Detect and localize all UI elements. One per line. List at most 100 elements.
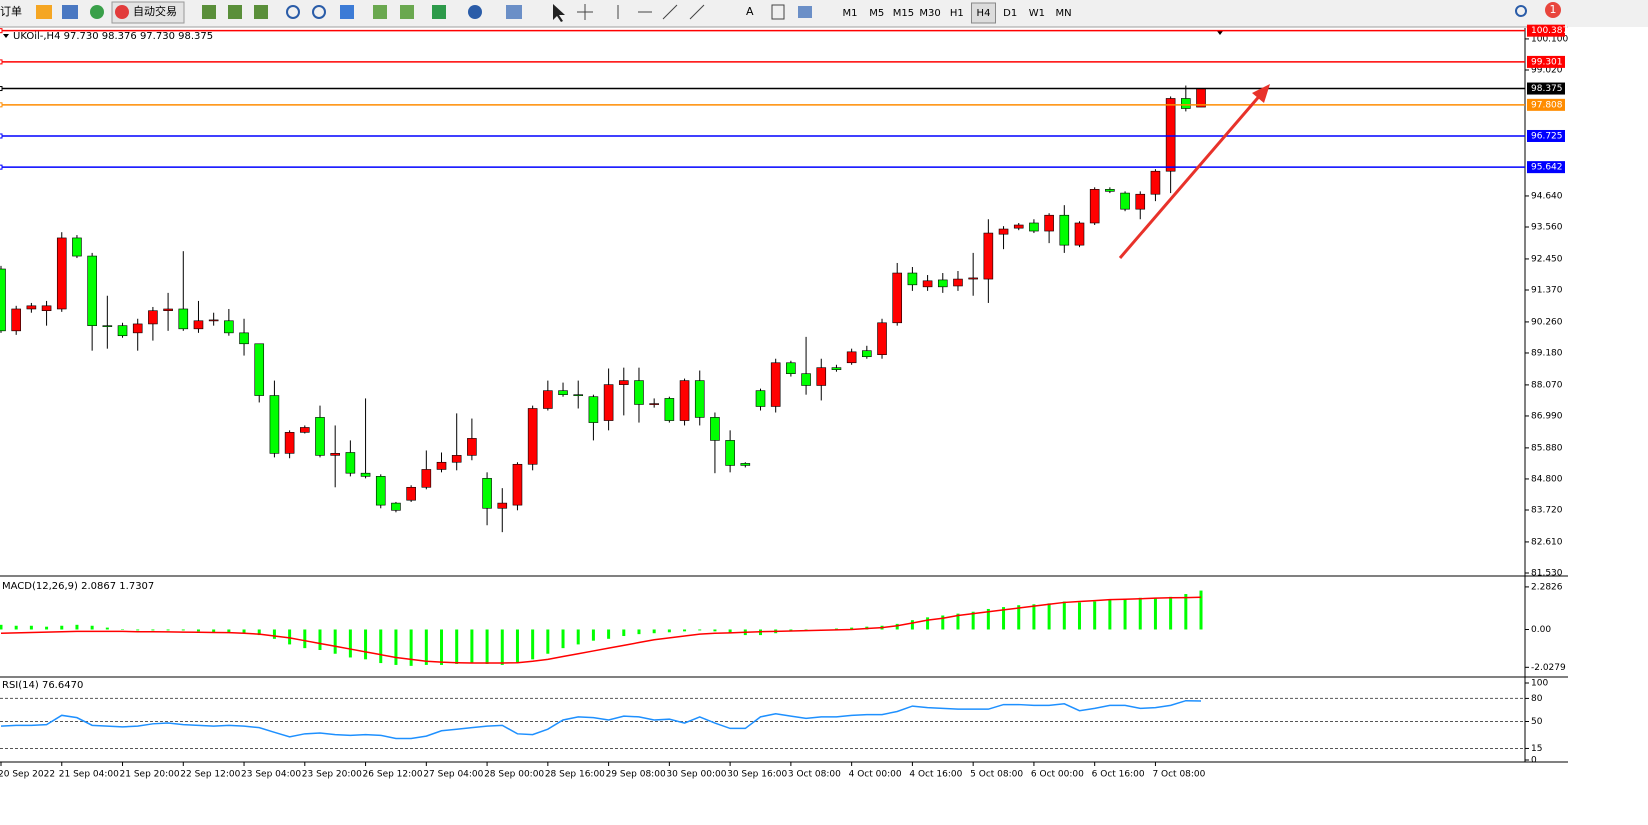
candle-body [831,367,842,370]
candle-body [937,279,948,288]
price-label-box [1527,161,1565,174]
draw-tools[interactable] [617,4,705,20]
candle-body [603,384,614,421]
y-tick-label: 91.370 [1531,285,1563,295]
macd-bar [683,629,687,632]
macd-bar [607,629,611,639]
macd-signal [0,596,1202,664]
timeframe-button[interactable]: M1 [843,8,858,19]
candle-body [1074,222,1085,246]
macd-bar [941,615,945,630]
y-tick-label: 85.880 [1531,443,1563,453]
timeframe-button[interactable]: H1 [950,8,964,19]
y-tick-label: 84.800 [1531,474,1563,484]
icon[interactable] [202,5,216,19]
icon[interactable] [373,5,387,19]
timeframe-button[interactable]: H4 [977,8,991,19]
timeframe-button[interactable]: W1 [1029,8,1045,19]
text-tool[interactable]: A [746,5,754,18]
toolbar [0,0,1648,27]
icon[interactable] [340,5,354,19]
chart-area [0,28,1568,821]
notification-badge[interactable] [1545,2,1561,18]
macd-bar [14,625,18,630]
macd-bar [105,627,109,630]
macd-bar [834,628,838,630]
candle-body [163,308,173,312]
icon[interactable] [254,5,268,19]
timeframe-button[interactable]: M30 [919,8,940,19]
macd-bar [121,629,125,630]
macd-bar [318,629,322,651]
candle-body [467,438,477,456]
x-tick-label: 20 Sep 2022 [0,770,55,780]
label-tool[interactable] [771,4,785,20]
search[interactable] [1515,5,1527,17]
candle-body [148,310,158,325]
candle-body [1120,192,1130,210]
crosshair-tool[interactable] [577,4,593,20]
y-tick-label: 2.2826 [1531,582,1563,592]
candle-body [862,350,872,358]
candle-body [421,469,432,488]
icon[interactable] [36,5,52,19]
icon[interactable] [468,5,482,19]
candle-body [1044,214,1054,232]
candle-body [907,272,918,286]
x-tick-label: 22 Sep 12:00 [180,770,240,780]
timeframe-button[interactable]: MN [1056,8,1072,19]
cursor-tool[interactable] [553,4,565,22]
icon[interactable] [228,5,242,19]
candle-body [1089,189,1100,224]
candle-body [315,417,325,456]
macd-bar [181,629,185,631]
candle-body [573,394,584,396]
macd-bar [637,629,641,635]
candle-body [1181,98,1191,109]
candle-body [1150,170,1161,195]
y-tick-label: 90.260 [1531,317,1563,327]
x-tick-label: 6 Oct 16:00 [1092,770,1145,780]
timeframe-button[interactable]: M15 [893,8,914,19]
candle-body [193,320,204,330]
macd-bar [29,625,33,630]
candle-body [224,320,234,334]
icon[interactable] [400,5,414,19]
candle-body [208,319,219,322]
icon [115,5,129,19]
macd-bar [75,624,79,630]
candle-body [664,398,675,421]
rsi-line [0,699,1202,740]
price-line-handle [0,59,3,65]
zoom-out[interactable] [312,5,326,19]
icon[interactable] [506,5,522,19]
candle-body [87,255,97,326]
macd-bar [212,629,216,633]
candle-body [269,395,280,454]
macd-bar [515,629,519,664]
autotrade-button[interactable] [111,1,185,24]
x-tick-label: 7 Oct 08:00 [1152,770,1205,780]
x-tick-label: 28 Sep 16:00 [545,770,605,780]
timeframe-button[interactable]: M5 [869,8,884,19]
timeframe-button[interactable]: D1 [1003,8,1017,19]
rsi-label: RSI(14) 76.6470 [2,680,83,691]
macd-bar [1032,604,1036,630]
zoom-in[interactable] [286,5,300,19]
icon[interactable] [90,5,104,19]
order-button[interactable]: 订单 [0,5,22,18]
y-tick-label: 92.450 [1531,254,1563,264]
icon[interactable] [432,5,446,19]
candle-body [406,486,416,501]
candle-body [740,463,751,466]
candle-body [239,332,249,345]
macd-bar [60,625,64,630]
x-tick-label: 6 Oct 00:00 [1031,770,1084,780]
macd-bar [850,627,854,630]
macd-bar [303,629,307,649]
icon[interactable] [798,6,812,18]
candle-body [953,278,963,287]
x-tick-label: 27 Sep 04:00 [423,770,483,780]
icon[interactable] [62,5,78,19]
candle-body [588,396,599,423]
